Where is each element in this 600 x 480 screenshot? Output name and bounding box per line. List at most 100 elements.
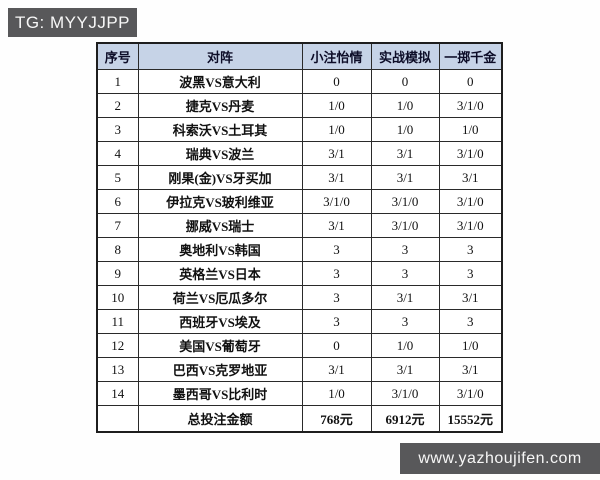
cell-small-bet: 3/1 [301, 141, 372, 166]
cell-simulation: 1/0 [370, 117, 440, 142]
cell-big-bet: 3/1/0 [438, 189, 503, 214]
cell-small-bet: 0 [301, 333, 372, 358]
header-small-bet: 小注怡情 [301, 42, 372, 70]
table-row: 11 西班牙VS埃及 3 3 3 [96, 309, 503, 334]
cell-matchup: 刚果(金)VS牙买加 [137, 165, 303, 190]
cell-index: 7 [96, 213, 139, 238]
table-row: 14 墨西哥VS比利时 1/0 3/1/0 3/1/0 [96, 381, 503, 406]
cell-big-bet: 3/1/0 [438, 213, 503, 238]
table-header: 序号 对阵 小注怡情 实战模拟 一掷千金 [96, 42, 503, 70]
cell-small-bet: 0 [301, 69, 372, 94]
odds-table-container: 序号 对阵 小注怡情 实战模拟 一掷千金 1 波黑VS意大利 0 0 0 2 捷克VS丹麦 1… [96, 42, 503, 433]
cell-index: 13 [96, 357, 139, 382]
table-row: 8 奥地利VS韩国 3 3 3 [96, 237, 503, 262]
cell-index: 12 [96, 333, 139, 358]
footer-total-big-bet: 15552元 [438, 405, 503, 433]
odds-table: 序号 对阵 小注怡情 实战模拟 一掷千金 1 波黑VS意大利 0 0 0 2 捷克VS丹麦 1… [96, 42, 503, 433]
cell-matchup: 伊拉克VS玻利维亚 [137, 189, 303, 214]
cell-simulation: 3/1/0 [370, 189, 440, 214]
cell-index: 5 [96, 165, 139, 190]
cell-big-bet: 3/1/0 [438, 381, 503, 406]
table-row: 4 瑞典VS波兰 3/1 3/1 3/1/0 [96, 141, 503, 166]
cell-matchup: 西班牙VS埃及 [137, 309, 303, 334]
cell-big-bet: 3 [438, 309, 503, 334]
cell-simulation: 1/0 [370, 93, 440, 118]
table-row: 12 美国VS葡萄牙 0 1/0 1/0 [96, 333, 503, 358]
cell-matchup: 美国VS葡萄牙 [137, 333, 303, 358]
cell-small-bet: 3/1 [301, 165, 372, 190]
cell-matchup: 科索沃VS土耳其 [137, 117, 303, 142]
footer-row: 总投注金额 768元 6912元 15552元 [96, 405, 503, 433]
cell-matchup: 波黑VS意大利 [137, 69, 303, 94]
table-row: 3 科索沃VS土耳其 1/0 1/0 1/0 [96, 117, 503, 142]
cell-small-bet: 3/1 [301, 357, 372, 382]
cell-big-bet: 3/1/0 [438, 93, 503, 118]
cell-big-bet: 3/1/0 [438, 141, 503, 166]
table-body: 1 波黑VS意大利 0 0 0 2 捷克VS丹麦 1/0 1/0 3/1/0 3 科索沃VS土耳其 1/… [96, 69, 503, 406]
table-row: 1 波黑VS意大利 0 0 0 [96, 69, 503, 94]
cell-matchup: 奥地利VS韩国 [137, 237, 303, 262]
footer-empty-cell [96, 405, 139, 433]
cell-small-bet: 3/1 [301, 213, 372, 238]
header-index: 序号 [96, 42, 139, 70]
footer-label: 总投注金额 [137, 405, 303, 433]
footer-total-small-bet: 768元 [301, 405, 372, 433]
table-row: 7 挪威VS瑞士 3/1 3/1/0 3/1/0 [96, 213, 503, 238]
cell-simulation: 3 [370, 309, 440, 334]
cell-small-bet: 3 [301, 261, 372, 286]
header-simulation: 实战模拟 [370, 42, 440, 70]
cell-big-bet: 3 [438, 261, 503, 286]
table-row: 5 刚果(金)VS牙买加 3/1 3/1 3/1 [96, 165, 503, 190]
cell-index: 4 [96, 141, 139, 166]
cell-big-bet: 0 [438, 69, 503, 94]
table-row: 13 巴西VS克罗地亚 3/1 3/1 3/1 [96, 357, 503, 382]
header-big-bet: 一掷千金 [438, 42, 503, 70]
cell-simulation: 3 [370, 261, 440, 286]
cell-big-bet: 1/0 [438, 333, 503, 358]
cell-matchup: 捷克VS丹麦 [137, 93, 303, 118]
cell-small-bet: 3 [301, 285, 372, 310]
cell-small-bet: 3/1/0 [301, 189, 372, 214]
cell-simulation: 3/1 [370, 165, 440, 190]
header-row: 序号 对阵 小注怡情 实战模拟 一掷千金 [96, 42, 503, 70]
cell-small-bet: 1/0 [301, 117, 372, 142]
header-matchup: 对阵 [137, 42, 303, 70]
table-row: 9 英格兰VS日本 3 3 3 [96, 261, 503, 286]
cell-index: 8 [96, 237, 139, 262]
cell-big-bet: 3/1 [438, 285, 503, 310]
website-watermark-badge: www.yazhoujifen.com [400, 443, 600, 474]
cell-simulation: 3/1/0 [370, 213, 440, 238]
cell-index: 14 [96, 381, 139, 406]
cell-matchup: 挪威VS瑞士 [137, 213, 303, 238]
telegram-handle-text: TG: MYYJJPP [14, 12, 131, 32]
cell-simulation: 0 [370, 69, 440, 94]
cell-matchup: 荷兰VS厄瓜多尔 [137, 285, 303, 310]
cell-index: 6 [96, 189, 139, 214]
cell-matchup: 瑞典VS波兰 [137, 141, 303, 166]
cell-simulation: 1/0 [370, 333, 440, 358]
cell-big-bet: 1/0 [438, 117, 503, 142]
cell-small-bet: 1/0 [301, 93, 372, 118]
cell-index: 1 [96, 69, 139, 94]
table-row: 6 伊拉克VS玻利维亚 3/1/0 3/1/0 3/1/0 [96, 189, 503, 214]
cell-big-bet: 3/1 [438, 165, 503, 190]
cell-matchup: 英格兰VS日本 [137, 261, 303, 286]
cell-simulation: 3/1/0 [370, 381, 440, 406]
table-row: 10 荷兰VS厄瓜多尔 3 3/1 3/1 [96, 285, 503, 310]
cell-big-bet: 3/1 [438, 357, 503, 382]
table-footer: 总投注金额 768元 6912元 15552元 [96, 405, 503, 433]
cell-small-bet: 3 [301, 237, 372, 262]
cell-index: 2 [96, 93, 139, 118]
cell-small-bet: 1/0 [301, 381, 372, 406]
cell-simulation: 3/1 [370, 285, 440, 310]
cell-small-bet: 3 [301, 309, 372, 334]
cell-simulation: 3 [370, 237, 440, 262]
footer-total-simulation: 6912元 [370, 405, 440, 433]
cell-index: 10 [96, 285, 139, 310]
cell-index: 3 [96, 117, 139, 142]
cell-index: 11 [96, 309, 139, 334]
table-row: 2 捷克VS丹麦 1/0 1/0 3/1/0 [96, 93, 503, 118]
cell-simulation: 3/1 [370, 141, 440, 166]
cell-simulation: 3/1 [370, 357, 440, 382]
website-watermark-text: www.yazhoujifen.com [418, 449, 582, 467]
